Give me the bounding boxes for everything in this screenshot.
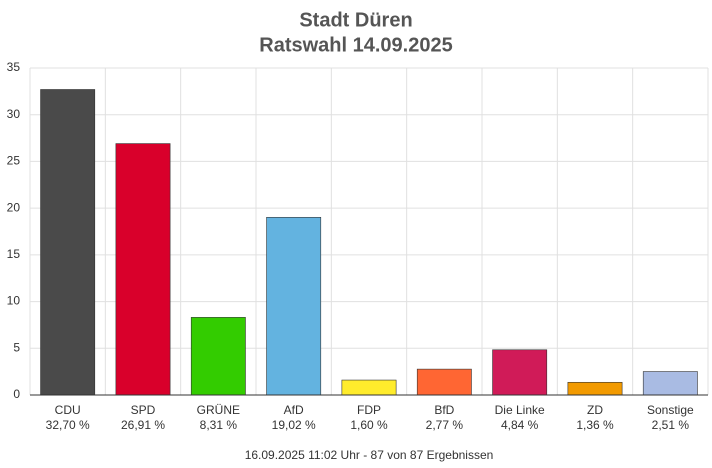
bar: [567, 381, 623, 396]
value-label: 1,36 %: [576, 418, 614, 432]
bar: [266, 216, 322, 396]
chart-subtitle: Ratswahl 14.09.2025: [259, 34, 452, 56]
bar: [642, 371, 698, 396]
value-label: 32,70 %: [46, 418, 90, 432]
x-tick-label: Sonstige: [647, 403, 694, 417]
y-tick-label: 5: [13, 340, 20, 354]
x-tick-label: ZD: [587, 403, 603, 417]
value-label: 2,77 %: [426, 418, 464, 432]
chart-title: Stadt Düren: [299, 9, 412, 31]
bar: [341, 379, 397, 396]
bar: [40, 89, 96, 396]
value-label: 26,91 %: [121, 418, 165, 432]
x-tick-label: AfD: [284, 403, 304, 417]
value-label: 19,02 %: [272, 418, 316, 432]
x-tick-label: SPD: [131, 403, 156, 417]
x-tick-label: CDU: [55, 403, 81, 417]
bar: [416, 368, 472, 396]
y-tick-label: 35: [7, 60, 21, 74]
value-label: 1,60 %: [350, 418, 388, 432]
bar: [115, 143, 171, 396]
bar: [492, 349, 548, 396]
footer: 16.09.2025 11:02 Uhr - 87 von 87 Ergebni…: [245, 448, 494, 462]
value-label: 8,31 %: [200, 418, 238, 432]
x-tick-label: GRÜNE: [197, 403, 240, 417]
value-label: 2,51 %: [652, 418, 690, 432]
x-tick-label: BfD: [434, 403, 454, 417]
y-tick-label: 25: [7, 154, 21, 168]
y-tick-label: 10: [7, 294, 21, 308]
y-tick-label: 30: [7, 107, 21, 121]
bar: [190, 317, 246, 396]
y-tick-label: 0: [13, 387, 20, 401]
y-tick-label: 20: [7, 200, 21, 214]
x-tick-label: FDP: [357, 403, 381, 417]
y-tick-label: 15: [7, 247, 21, 261]
x-tick-label: Die Linke: [495, 403, 545, 417]
value-label: 4,84 %: [501, 418, 539, 432]
